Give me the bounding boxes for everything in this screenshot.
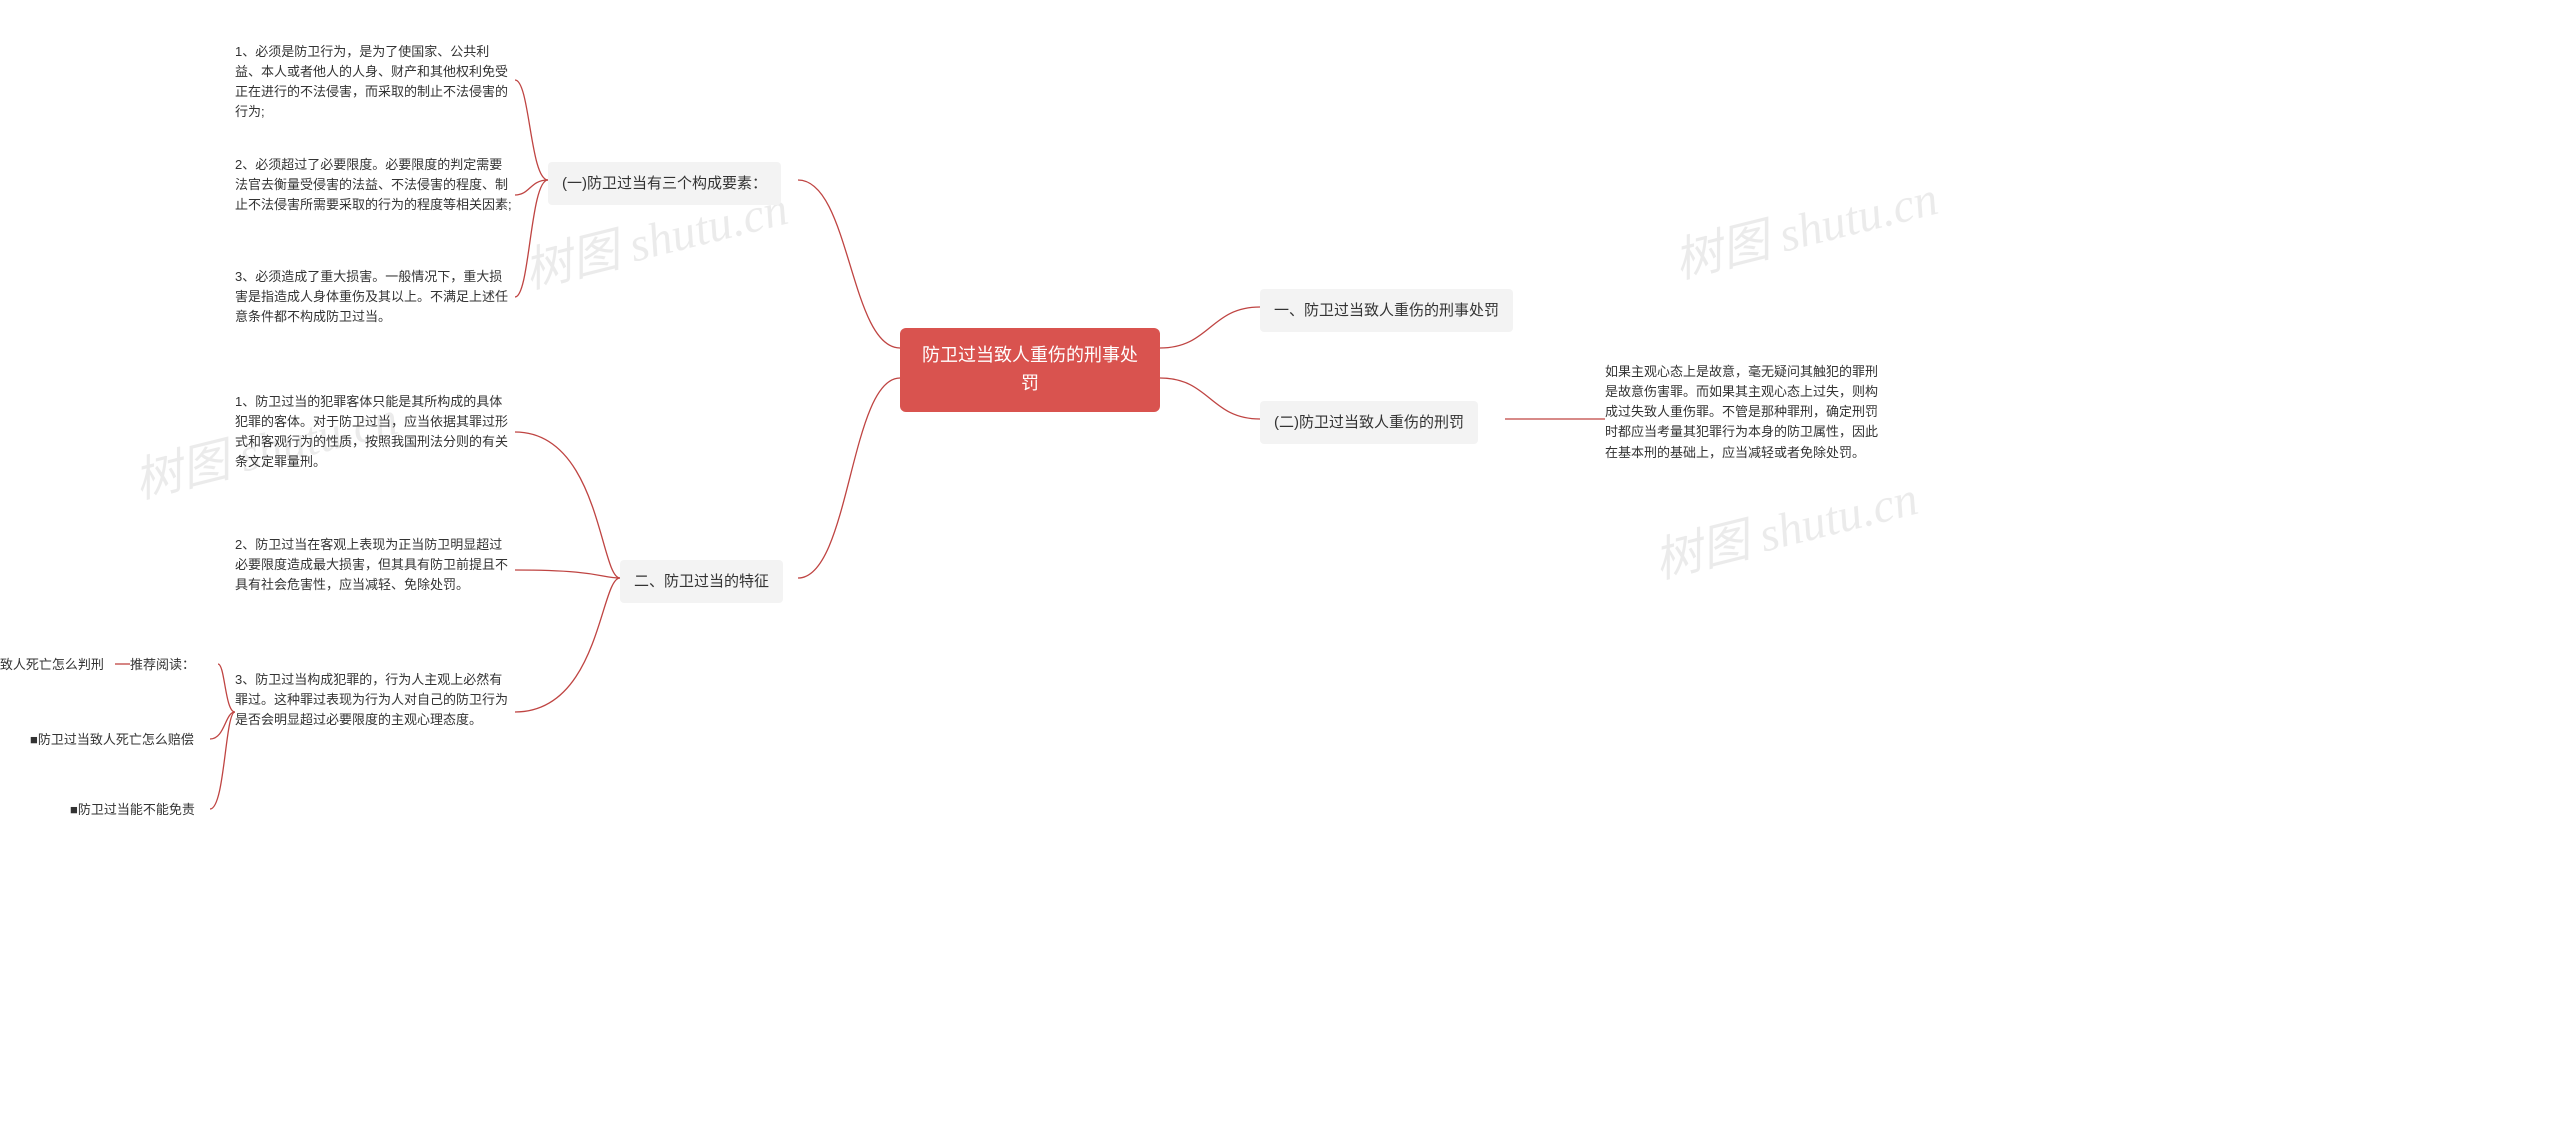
leaf-left-1-1: 1、必须是防卫行为，是为了使国家、公共利益、本人或者他人的人身、财产和其他权利免…: [235, 42, 515, 123]
leaf-right-2-1: 如果主观心态上是故意，毫无疑问其触犯的罪刑是故意伤害罪。而如果其主观心态上过失，…: [1605, 362, 1885, 463]
leaf-left-1-3: 3、必须造成了重大损害。一般情况下，重大损害是指造成人身体重伤及其以上。不满足上…: [235, 267, 515, 327]
leaf-left-2-2: 2、防卫过当在客观上表现为正当防卫明显超过必要限度造成最大损害，但其具有防卫前提…: [235, 535, 515, 595]
branch-left-2[interactable]: 二、防卫过当的特征: [620, 560, 783, 603]
leaf-rec-item-2[interactable]: ■防卫过当致人死亡怎么赔偿: [30, 730, 194, 750]
leaf-rec-item-1[interactable]: ■防卫过当致人死亡怎么判刑: [0, 655, 104, 675]
leaf-rec-item-3[interactable]: ■防卫过当能不能免责: [70, 800, 195, 820]
branch-left-1[interactable]: (一)防卫过当有三个构成要素：: [548, 162, 781, 205]
leaf-recommend: 推荐阅读：: [130, 655, 195, 675]
branch-right-1[interactable]: 一、防卫过当致人重伤的刑事处罚: [1260, 289, 1513, 332]
watermark: 树图 shutu.cn: [1666, 158, 1944, 291]
root-node[interactable]: 防卫过当致人重伤的刑事处罚: [900, 328, 1160, 412]
watermark: 树图 shutu.cn: [1646, 458, 1924, 591]
leaf-left-2-1: 1、防卫过当的犯罪客体只能是其所构成的具体犯罪的客体。对于防卫过当，应当依据其罪…: [235, 392, 515, 473]
leaf-left-1-2: 2、必须超过了必要限度。必要限度的判定需要法官去衡量受侵害的法益、不法侵害的程度…: [235, 155, 515, 215]
branch-right-2[interactable]: (二)防卫过当致人重伤的刑罚: [1260, 401, 1478, 444]
leaf-left-2-3: 3、防卫过当构成犯罪的，行为人主观上必然有罪过。这种罪过表现为行为人对自己的防卫…: [235, 670, 515, 730]
